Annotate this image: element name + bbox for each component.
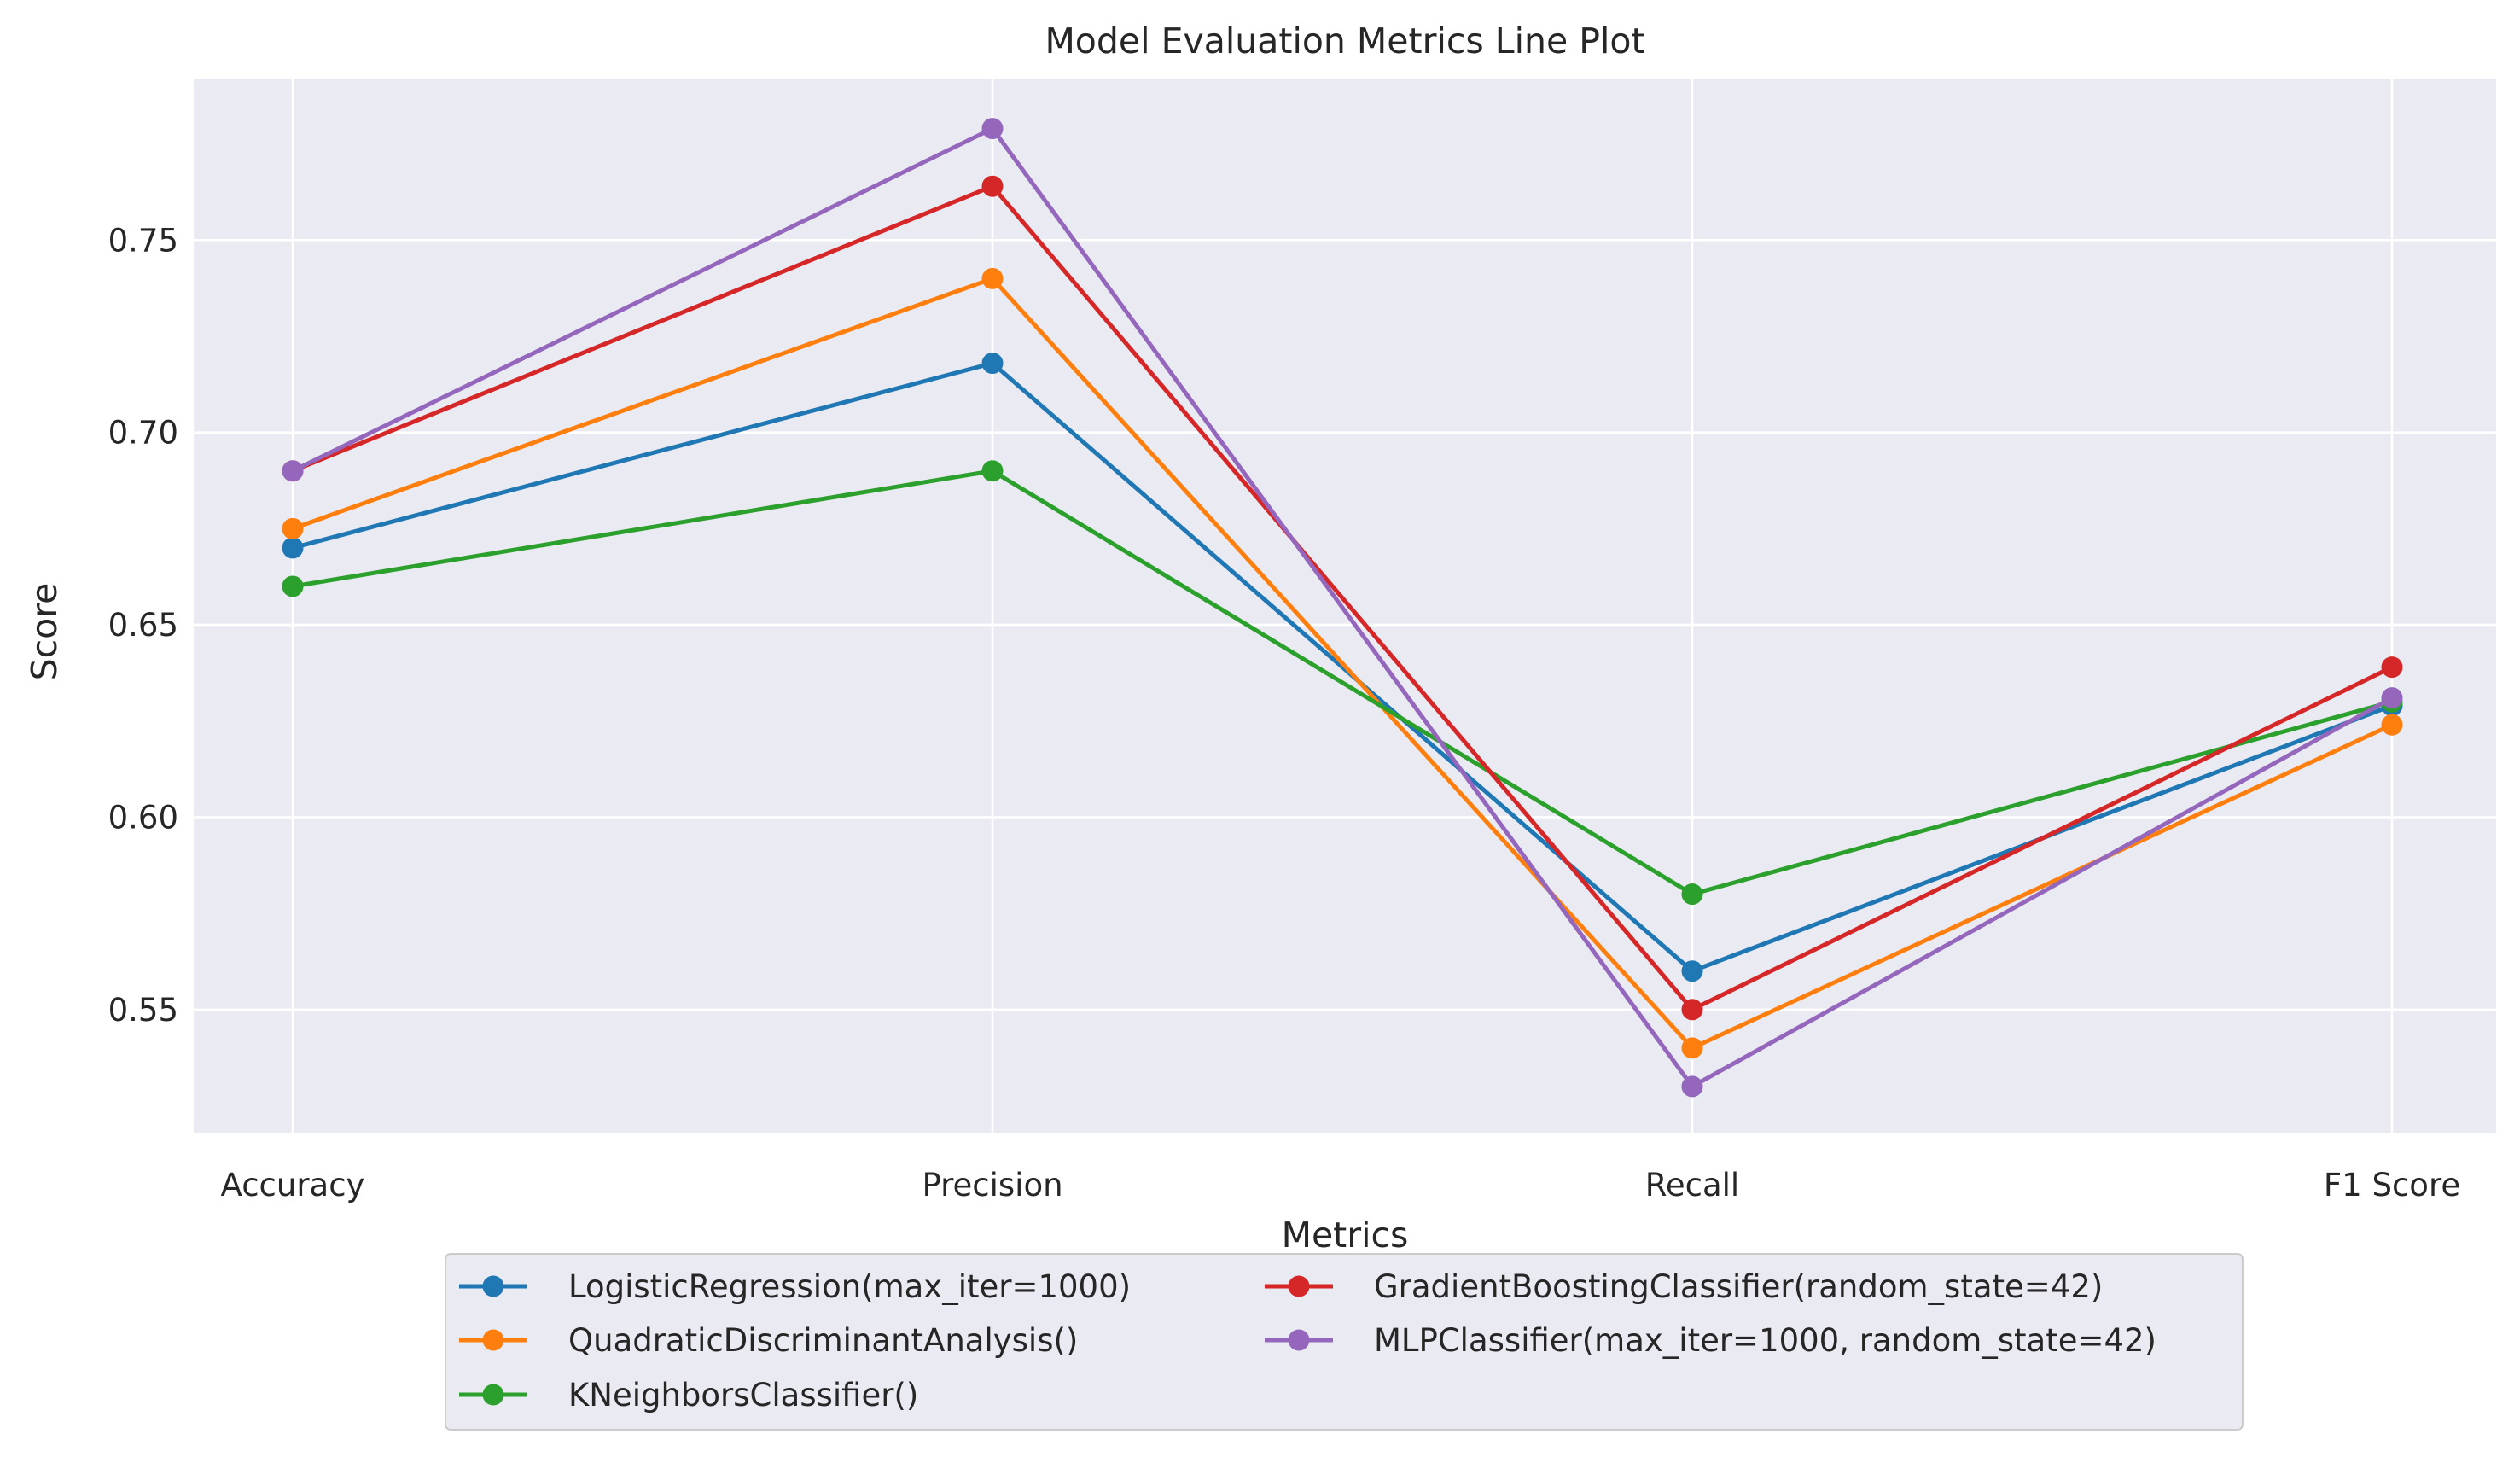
legend-swatch-marker (482, 1384, 504, 1406)
legend-item: MLPClassifier(max_iter=1000, random_stat… (1265, 1322, 2156, 1359)
data-point (981, 175, 1004, 197)
y-tick-label: 0.60 (108, 799, 178, 836)
legend-item: GradientBoostingClassifier(random_state=… (1265, 1268, 2103, 1305)
legend-label: KNeighborsClassifier() (568, 1377, 918, 1413)
data-point (1681, 1075, 1703, 1098)
data-point (1681, 999, 1703, 1021)
data-point (981, 353, 1004, 375)
grid-lines (194, 79, 2496, 1133)
data-point (1681, 1037, 1703, 1059)
data-point (282, 517, 304, 539)
x-tick-label: Accuracy (221, 1167, 365, 1203)
data-point (282, 460, 304, 482)
data-point (2381, 656, 2403, 679)
x-axis-label: Metrics (1282, 1215, 1409, 1256)
legend-item: LogisticRegression(max_iter=1000) (459, 1268, 1131, 1305)
legend-item: KNeighborsClassifier() (459, 1377, 918, 1413)
series-line (292, 276, 2394, 1051)
data-point (981, 118, 1004, 140)
legend-swatch-marker (482, 1329, 504, 1351)
legend-label: LogisticRegression(max_iter=1000) (568, 1268, 1131, 1305)
legend-box (445, 1253, 2244, 1431)
series-group (282, 118, 2403, 1098)
chart-title: Model Evaluation Metrics Line Plot (1045, 20, 1644, 61)
legend-item: QuadraticDiscriminantAnalysis() (459, 1322, 1078, 1359)
y-axis-ticks: 0.55 0.60 0.65 0.70 0.75 (108, 222, 178, 1028)
x-axis-ticks: Accuracy Precision Recall F1 Score (221, 1167, 2461, 1203)
series-group (282, 267, 2403, 1059)
y-tick-label: 0.65 (108, 607, 178, 644)
y-axis-label: Score (24, 583, 65, 681)
data-point (1681, 960, 1703, 982)
data-point (282, 537, 304, 559)
legend-swatch-marker (1288, 1329, 1310, 1351)
x-tick-label: F1 Score (2324, 1167, 2460, 1203)
x-tick-label: Precision (922, 1167, 1062, 1203)
legend-label: GradientBoostingClassifier(random_state=… (1374, 1268, 2103, 1305)
data-point (1681, 883, 1703, 906)
data-point (981, 460, 1004, 482)
series-line (292, 184, 2394, 1012)
legend-label: QuadraticDiscriminantAnalysis() (568, 1322, 1078, 1359)
legend-swatch-marker (1288, 1275, 1310, 1297)
series-line (291, 126, 2394, 1089)
legend-swatch-marker (482, 1275, 504, 1297)
data-point (282, 575, 304, 597)
legend-label: MLPClassifier(max_iter=1000, random_stat… (1374, 1322, 2156, 1359)
legend: LogisticRegression(max_iter=1000) Quadrat… (445, 1253, 2244, 1431)
x-tick-label: Recall (1645, 1167, 1739, 1203)
y-tick-label: 0.70 (108, 415, 178, 452)
plot-area (194, 79, 2496, 1133)
y-tick-label: 0.75 (108, 222, 178, 259)
data-point (2381, 687, 2403, 709)
series-layer (282, 118, 2403, 1098)
data-point (981, 267, 1004, 289)
series-line (292, 469, 2393, 897)
data-point (2381, 714, 2403, 736)
y-tick-label: 0.55 (108, 992, 178, 1029)
